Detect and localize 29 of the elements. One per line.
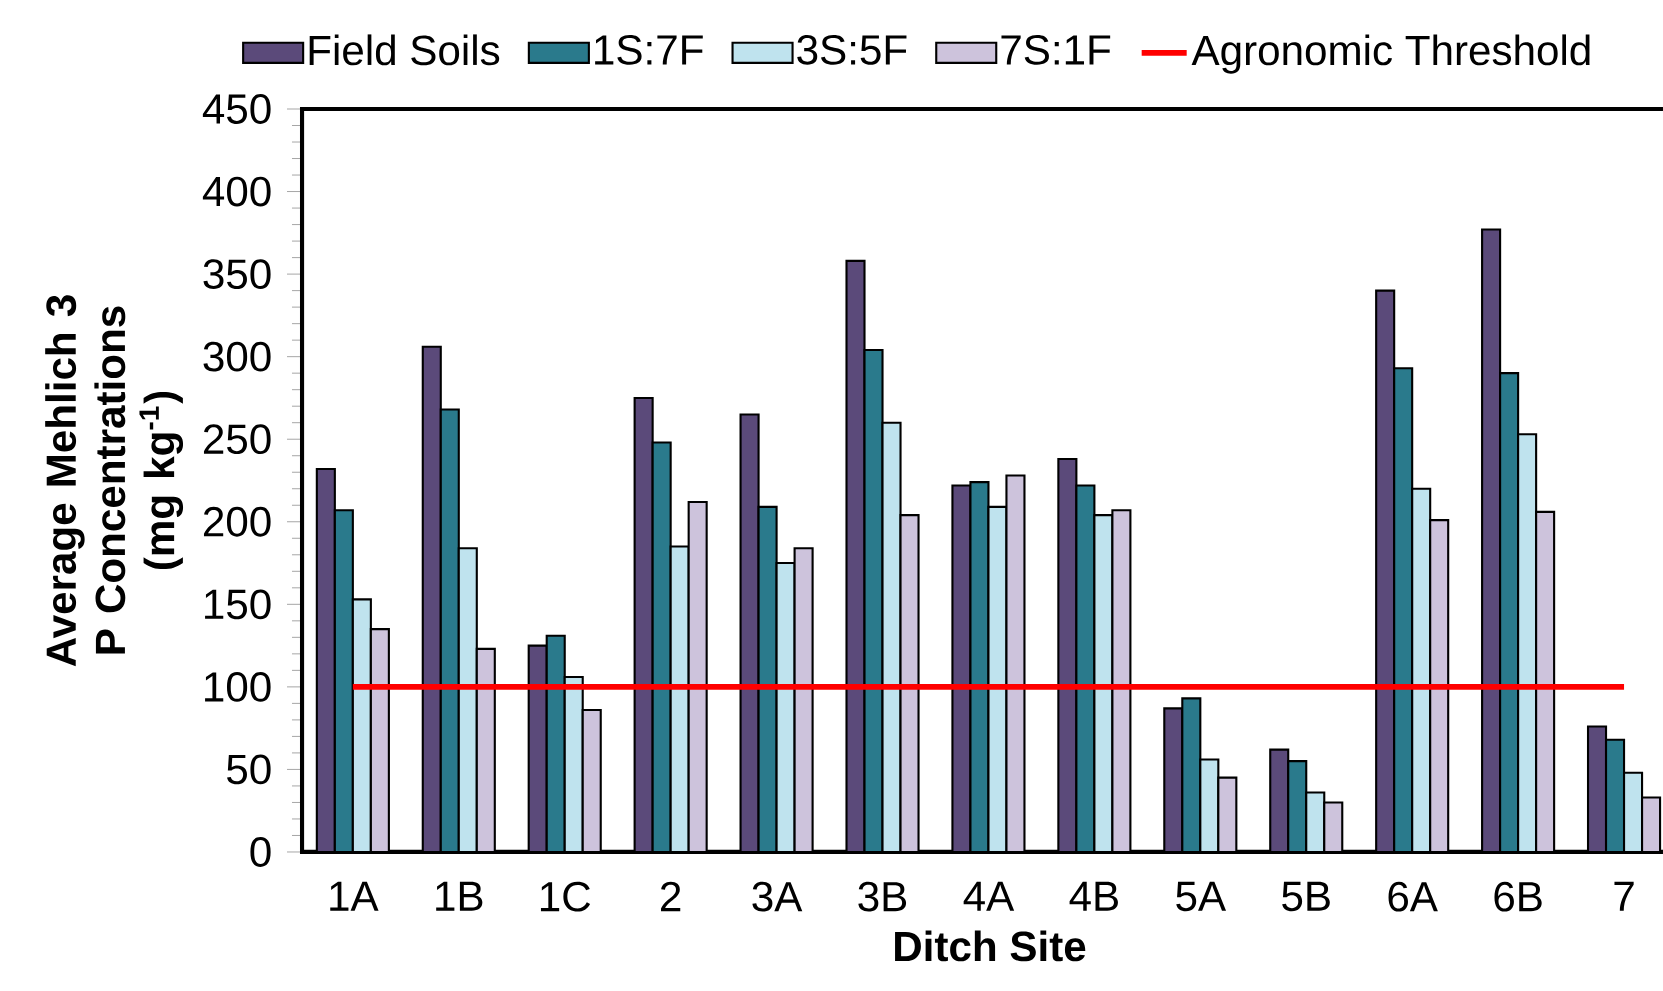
x-tick-label: 6B [1494, 881, 1542, 912]
y-tick-label: 0 [250, 837, 271, 867]
legend-label: 3S:5F [797, 34, 907, 65]
y-tick-label: 150 [205, 589, 271, 620]
x-axis-title: Ditch Site [895, 930, 1086, 962]
x-tick-label: 1B [436, 881, 483, 911]
y-tick-label: 400 [202, 176, 271, 207]
y-tick-label: 350 [203, 259, 271, 290]
x-tick-label: 6A [1388, 881, 1438, 912]
x-tick-label: 5B [1282, 881, 1330, 912]
x-tick-label: 1C [540, 881, 591, 912]
x-tick-label: 5A [1176, 881, 1227, 912]
y-tick-label: 450 [202, 94, 271, 124]
y-tick-label: 200 [203, 506, 271, 537]
x-tick-label: 3B [858, 881, 907, 912]
y-tick-label: 50 [227, 754, 271, 785]
legend-label: 7S:1F [1001, 34, 1111, 65]
x-tick-label: 7 [1614, 881, 1634, 911]
legend-label: Agronomic Threshold [1191, 34, 1590, 74]
legend-label: Field Soils [309, 34, 500, 66]
x-tick-label: 1A [330, 881, 379, 911]
y-tick-label: 250 [203, 424, 271, 455]
x-tick-label: 3A [752, 881, 803, 912]
x-tick-label: 4A [963, 881, 1015, 911]
y-tick-label: 100 [205, 671, 271, 702]
x-tick-label: 2 [661, 881, 681, 912]
y-tick-label: 300 [203, 341, 271, 372]
x-tick-label: 4B [1069, 881, 1118, 911]
legend-label: 1S:7F [595, 34, 703, 65]
